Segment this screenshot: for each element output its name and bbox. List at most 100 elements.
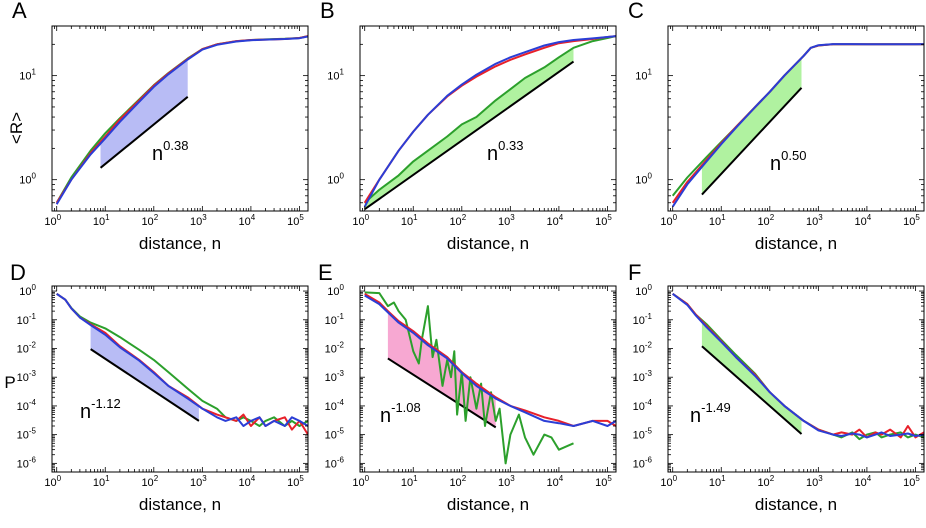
panel-c: C 100 101 102 103 104 105 100 101 distance, n n0.5… <box>628 0 925 253</box>
x-tick-label: 102 <box>757 213 774 228</box>
x-tick-label: 100 <box>352 213 369 228</box>
y-tick-label: 100 <box>635 283 652 298</box>
series-blue <box>671 43 924 208</box>
y-tick-label: 10-5 <box>633 427 653 442</box>
x-axis-label: distance, n <box>447 234 529 253</box>
y-tick-label: 10-2 <box>17 340 37 355</box>
plot-frame <box>667 25 925 212</box>
y-tick-label: 101 <box>327 68 344 83</box>
panel-letter-f: F <box>628 260 641 285</box>
y-tick-label: 10-1 <box>633 312 653 327</box>
series-blue <box>672 293 924 439</box>
x-axis-label: distance, n <box>755 234 837 253</box>
panel-letter-c: C <box>628 0 644 23</box>
x-tick-label: 100 <box>44 213 61 228</box>
series-green <box>55 35 308 204</box>
series-red <box>56 292 308 436</box>
x-tick-label: 101 <box>401 474 418 489</box>
fit-exponent-annotation: n0.33 <box>487 138 523 165</box>
panel-a: A 100 101 102 103 104 105 100 101 distance, n n0.3… <box>12 0 309 253</box>
fit-exponent-annotation: n-1.12 <box>80 396 121 423</box>
y-tick-label: 100 <box>327 283 344 298</box>
x-tick-label: 101 <box>401 213 418 228</box>
panel-letter-d: D <box>10 260 26 285</box>
x-tick-label: 105 <box>595 474 612 489</box>
panel-letter-e: E <box>318 260 333 285</box>
series-green <box>56 292 308 427</box>
fit-line <box>99 96 189 169</box>
x-axis-label: distance, n <box>139 234 221 253</box>
series-blue <box>55 35 308 205</box>
x-tick-label: 103 <box>190 474 207 489</box>
x-tick-label: 101 <box>709 213 726 228</box>
y-tick-label: 100 <box>19 283 36 298</box>
x-tick-label: 102 <box>141 213 158 228</box>
plot-frame <box>51 285 309 473</box>
x-tick-label: 102 <box>449 213 466 228</box>
x-tick-label: 100 <box>660 474 677 489</box>
x-tick-label: 101 <box>93 474 110 489</box>
x-tick-label: 102 <box>757 474 774 489</box>
x-tick-label: 104 <box>855 213 872 228</box>
y-tick-label: 100 <box>635 172 652 187</box>
x-axis-label: distance, n <box>447 495 529 514</box>
plot-frame <box>667 285 925 473</box>
y-tick-label: 10-5 <box>325 427 345 442</box>
x-tick-label: 100 <box>660 213 677 228</box>
y-tick-label: 10-4 <box>17 398 37 413</box>
series-blue <box>364 294 616 427</box>
x-tick-label: 103 <box>190 213 207 228</box>
x-tick-label: 105 <box>287 474 304 489</box>
fit-line <box>701 345 803 435</box>
x-axis-label: distance, n <box>139 495 221 514</box>
top-row-y-axis-label: <R> <box>7 112 26 144</box>
y-tick-label: 10-3 <box>17 369 37 384</box>
fit-line <box>90 348 200 422</box>
series-green <box>364 35 616 204</box>
x-tick-label: 103 <box>806 474 823 489</box>
y-tick-label: 10-2 <box>633 340 653 355</box>
y-tick-label: 10-4 <box>633 398 653 413</box>
bottom-row-y-axis-label: P <box>4 373 15 392</box>
x-tick-label: 100 <box>44 474 61 489</box>
x-tick-label: 103 <box>806 213 823 228</box>
x-tick-label: 103 <box>498 474 515 489</box>
x-tick-label: 103 <box>498 213 515 228</box>
y-tick-label: 101 <box>19 68 36 83</box>
fit-line <box>701 87 803 196</box>
fit-exponent-annotation: n0.50 <box>770 148 806 175</box>
y-tick-label: 10-4 <box>325 398 345 413</box>
fit-exponent-annotation: n-1.08 <box>380 400 421 427</box>
panel-b: B 100 101 102 103 104 105 100 101 distance, n n0.3… <box>320 0 617 253</box>
fit-exponent-annotation: n-1.49 <box>690 400 731 427</box>
fit-shaded-region <box>701 58 802 195</box>
x-tick-label: 105 <box>287 213 304 228</box>
x-tick-label: 102 <box>449 474 466 489</box>
plot-frame <box>359 285 617 473</box>
y-tick-label: 100 <box>327 172 344 187</box>
y-tick-label: 10-6 <box>17 455 37 470</box>
y-tick-label: 100 <box>19 172 36 187</box>
fit-shaded-region <box>90 325 199 421</box>
y-tick-label: 10-2 <box>325 340 345 355</box>
x-tick-label: 104 <box>547 474 564 489</box>
x-tick-label: 101 <box>93 213 110 228</box>
fit-exponent-annotation: n0.38 <box>152 138 188 165</box>
series-red <box>55 35 308 204</box>
x-tick-label: 104 <box>547 213 564 228</box>
x-tick-label: 104 <box>855 474 872 489</box>
fit-shaded-region <box>701 322 802 434</box>
y-tick-label: 10-1 <box>325 312 345 327</box>
fit-shaded-region <box>364 47 574 210</box>
y-tick-label: 10-3 <box>325 369 345 384</box>
series-blue <box>56 292 308 427</box>
y-tick-label: 10-6 <box>633 455 653 470</box>
plot-frame <box>359 25 617 212</box>
fit-line <box>364 60 575 211</box>
x-tick-label: 104 <box>239 474 256 489</box>
y-tick-label: 10-1 <box>17 312 37 327</box>
fit-shaded-region <box>100 59 188 168</box>
